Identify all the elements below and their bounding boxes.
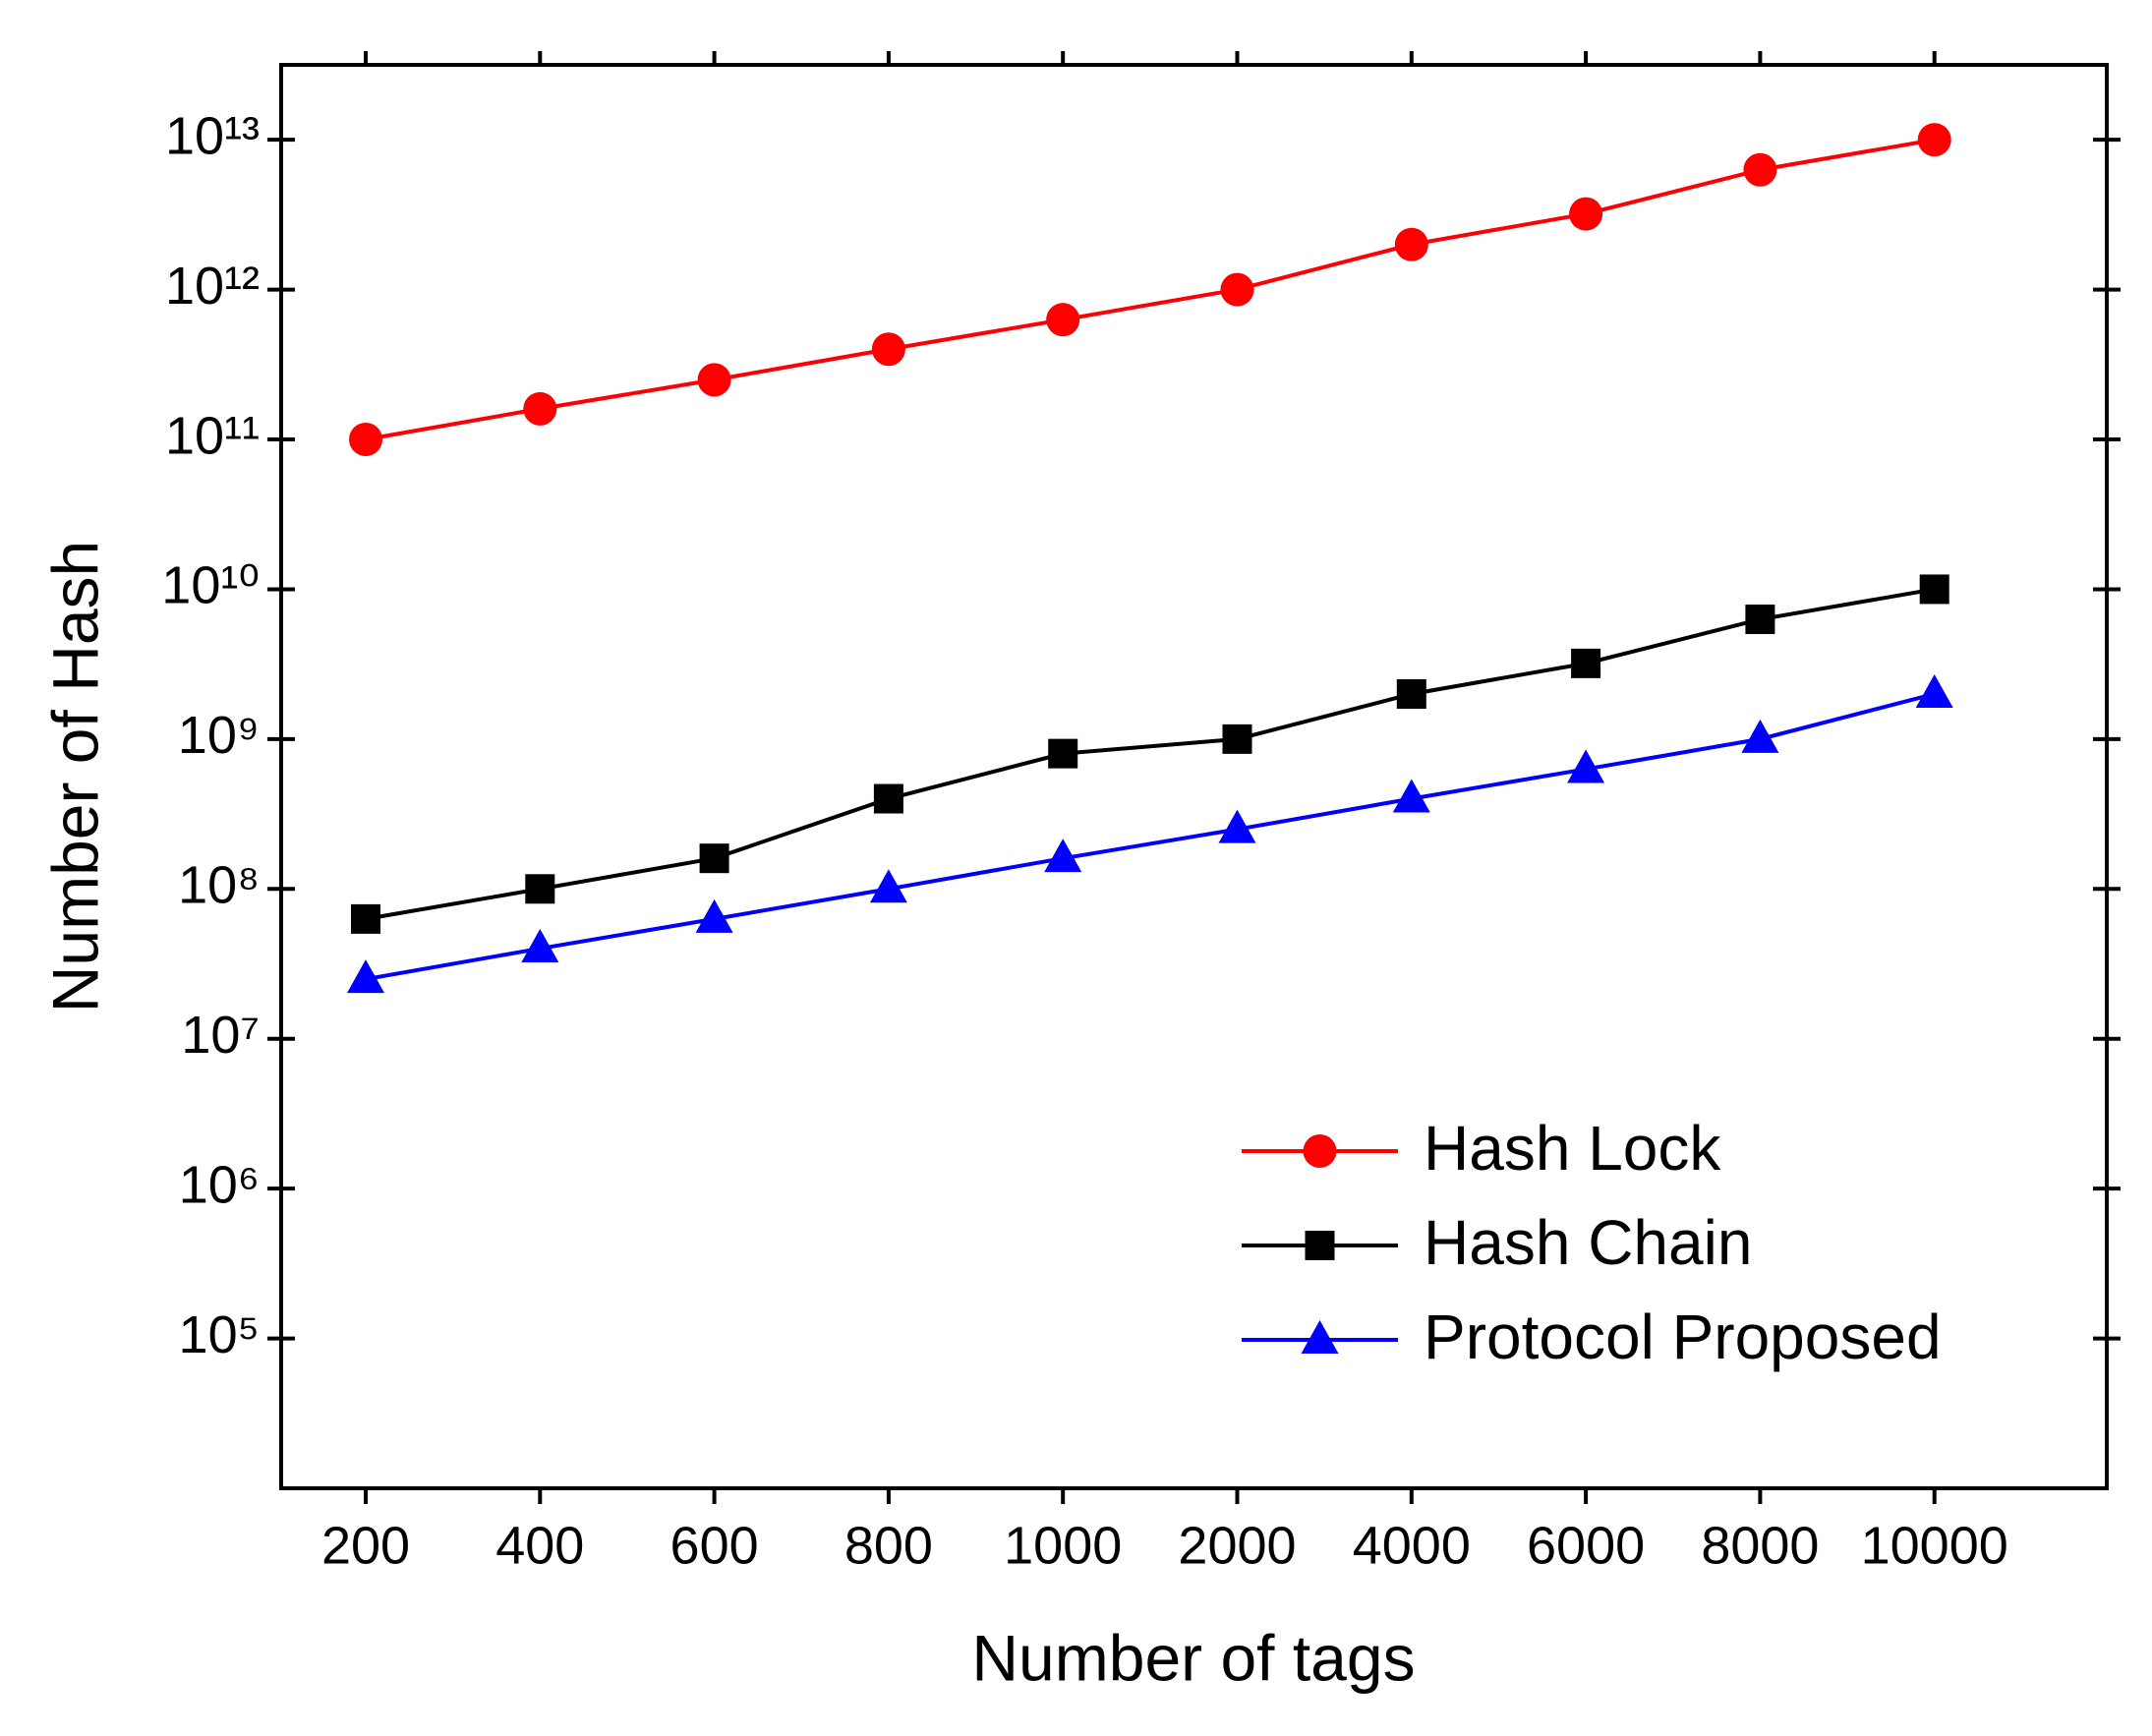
y-tick-label: 10⁵	[179, 1305, 260, 1364]
y-axis-title: Number of Hash	[38, 541, 111, 1013]
data-point	[695, 898, 733, 933]
data-point	[1567, 749, 1605, 783]
plot-frame	[279, 63, 2109, 1490]
data-point	[525, 874, 555, 904]
data-point	[1915, 673, 1953, 708]
y-tick-label: 10⁹	[178, 706, 260, 765]
data-point	[1569, 197, 1603, 231]
y-tick-label: 10⁷	[181, 1006, 260, 1065]
x-tick-label: 600	[670, 1516, 759, 1575]
legend-marker	[1301, 1320, 1339, 1354]
series-line	[365, 587, 1936, 921]
x-tick-label: 800	[844, 1516, 933, 1575]
data-point	[1044, 839, 1082, 873]
data-point	[869, 869, 907, 903]
data-point	[1917, 123, 1951, 157]
y-tick-label: 10⁸	[178, 856, 260, 915]
data-point	[1220, 272, 1254, 307]
data-point	[1741, 719, 1779, 753]
data-point	[1218, 809, 1256, 843]
legend-label: Hash Lock	[1424, 1113, 1721, 1184]
data-point	[1571, 648, 1601, 678]
series-line	[365, 692, 1936, 982]
x-tick-label: 400	[495, 1516, 584, 1575]
x-tick-label: 6000	[1527, 1516, 1645, 1575]
series-line	[365, 138, 1936, 441]
x-tick-label: 1000	[1004, 1516, 1122, 1575]
data-point	[1743, 152, 1777, 187]
x-tick-label: 4000	[1353, 1516, 1471, 1575]
y-tick-label: 10¹³	[165, 106, 260, 165]
data-point	[523, 391, 557, 426]
data-point	[873, 783, 903, 814]
data-point	[351, 903, 380, 934]
x-tick-label: 10000	[1861, 1516, 2008, 1575]
x-tick-label: 2000	[1178, 1516, 1296, 1575]
legend-label: Hash Chain	[1424, 1207, 1752, 1278]
legend-marker	[1303, 1134, 1337, 1168]
x-tick-label: 200	[321, 1516, 410, 1575]
data-point	[1394, 227, 1428, 261]
data-point	[871, 332, 905, 367]
x-axis-title: Number of tags	[971, 1621, 1415, 1694]
data-point	[1745, 605, 1775, 635]
data-point	[347, 959, 384, 994]
y-tick-label: 10¹⁰	[161, 556, 260, 615]
data-point	[1046, 303, 1080, 337]
legend-label: Protocol Proposed	[1424, 1302, 1942, 1372]
y-tick-label: 10¹¹	[165, 406, 260, 465]
data-point	[1919, 574, 1949, 605]
data-point	[349, 423, 382, 457]
data-point	[1392, 779, 1430, 813]
data-point	[1222, 723, 1252, 754]
data-point	[697, 363, 731, 397]
data-point	[1048, 738, 1078, 769]
data-point	[1396, 678, 1426, 709]
y-tick-label: 10⁶	[179, 1155, 260, 1214]
data-point	[699, 843, 729, 874]
y-tick-label: 10¹²	[165, 257, 260, 316]
x-tick-label: 8000	[1701, 1516, 1819, 1575]
legend-marker	[1305, 1231, 1335, 1260]
data-point	[521, 928, 559, 962]
